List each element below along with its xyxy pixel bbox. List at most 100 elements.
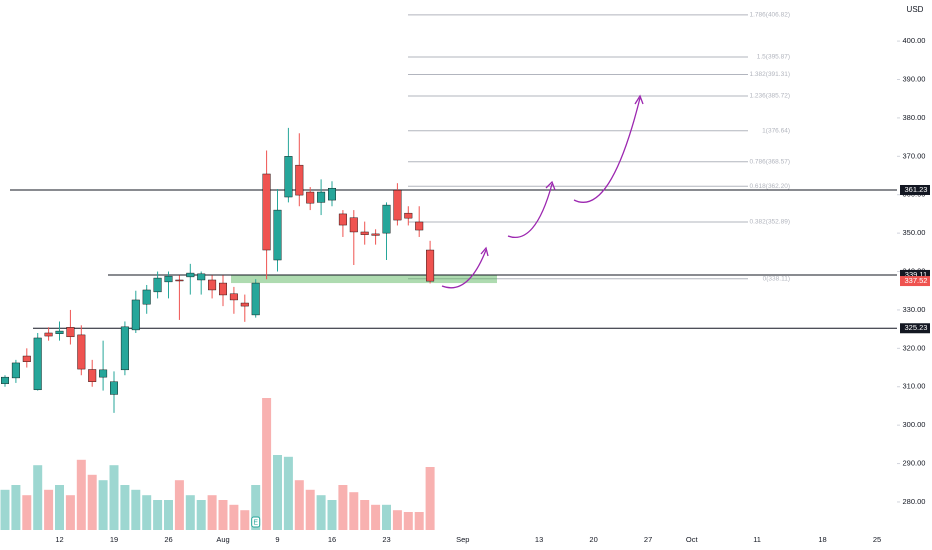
x-tick-label: Sep bbox=[456, 535, 469, 544]
candle-body bbox=[175, 279, 184, 282]
arrow-head bbox=[545, 180, 556, 191]
volume-bar bbox=[22, 495, 32, 530]
volume-bar bbox=[207, 495, 217, 530]
candle-body bbox=[131, 299, 140, 331]
candle-body bbox=[349, 217, 358, 233]
candle-body bbox=[1, 376, 9, 384]
price-box bbox=[900, 184, 930, 195]
volume-bar bbox=[283, 456, 293, 530]
earnings-badge bbox=[251, 516, 261, 528]
price-box-label: 361.23 bbox=[905, 185, 928, 194]
volume-bar bbox=[392, 510, 402, 530]
candle-body bbox=[99, 369, 108, 378]
candle-body bbox=[360, 231, 369, 235]
y-tick-label: 310.00 bbox=[903, 382, 926, 391]
candle-body bbox=[109, 381, 118, 395]
arrow-head bbox=[634, 94, 644, 105]
currency-label: USD bbox=[907, 5, 924, 14]
price-box bbox=[900, 269, 930, 280]
candle-body bbox=[306, 191, 315, 204]
x-tick-label: 19 bbox=[110, 535, 118, 544]
candle-body bbox=[371, 233, 380, 236]
candle-body bbox=[88, 369, 97, 382]
volume-bar bbox=[316, 495, 326, 530]
volume-bar bbox=[305, 489, 315, 530]
price-box-label: 339.11 bbox=[905, 270, 927, 279]
volume-bar bbox=[240, 510, 250, 530]
candle-body bbox=[415, 221, 424, 231]
candle-body bbox=[404, 212, 413, 219]
plot-layer: 1.786(406.82) 1.5(395.87) 1.382(391.31) 1.2… bbox=[0, 12, 897, 530]
candle-body bbox=[55, 330, 64, 334]
volume-bar bbox=[44, 489, 54, 530]
fib-label: 0.382(352.89) bbox=[750, 219, 790, 226]
price-box bbox=[900, 276, 930, 287]
candle-body bbox=[382, 204, 391, 234]
y-tick-label: 290.00 bbox=[903, 459, 926, 468]
volume-bar bbox=[338, 485, 348, 530]
y-tick-label: 330.00 bbox=[903, 305, 926, 314]
y-tick-label: 380.00 bbox=[903, 113, 926, 122]
candle-body bbox=[44, 332, 53, 337]
arrow-head bbox=[480, 246, 489, 257]
fib-label: 1.382(391.31) bbox=[750, 71, 790, 78]
candle-body bbox=[186, 272, 195, 278]
volume-bar bbox=[262, 398, 272, 530]
candle-body bbox=[153, 277, 162, 293]
volume-bar bbox=[251, 485, 261, 530]
volume-bar bbox=[109, 465, 119, 530]
candle-body bbox=[164, 275, 173, 283]
y-tick-label: 320.00 bbox=[903, 343, 926, 352]
volume-bar bbox=[382, 504, 391, 530]
candle-body bbox=[218, 282, 227, 296]
volume-bar bbox=[403, 512, 413, 530]
candle-body bbox=[77, 334, 86, 370]
candle-body bbox=[338, 213, 347, 226]
volume-bar bbox=[142, 495, 152, 530]
volume-bar bbox=[360, 500, 370, 530]
candle-body bbox=[142, 289, 151, 305]
volume-bar bbox=[349, 492, 359, 530]
price-box-label: 325.23 bbox=[905, 323, 928, 332]
candle-body bbox=[317, 191, 326, 203]
volume-bar bbox=[414, 512, 424, 530]
earnings-marker: E bbox=[253, 519, 258, 526]
y-tick-label: 280.00 bbox=[903, 497, 926, 506]
volume-bar bbox=[98, 480, 108, 530]
x-tick-label: 18 bbox=[818, 535, 826, 544]
fib-label: 1.5(395.87) bbox=[757, 54, 790, 61]
y-tick-label: 390.00 bbox=[903, 74, 926, 83]
volume-bar bbox=[76, 459, 86, 530]
x-tick-label: 16 bbox=[328, 535, 336, 544]
candle-body bbox=[262, 173, 271, 251]
y-tick-label: 400.00 bbox=[903, 36, 926, 45]
x-tick-label: 26 bbox=[164, 535, 172, 544]
candle-body bbox=[66, 327, 75, 338]
x-tick-label: 27 bbox=[644, 535, 652, 544]
volume-bar bbox=[174, 480, 184, 530]
arrow bbox=[441, 249, 487, 289]
fib-label: 1.236(385.72) bbox=[750, 93, 790, 100]
volume-bar bbox=[87, 474, 97, 530]
candle-body bbox=[11, 362, 20, 379]
volume-bar bbox=[371, 504, 381, 530]
x-tick-label: 13 bbox=[535, 535, 543, 544]
volume-bar bbox=[164, 500, 173, 530]
price-box bbox=[900, 323, 930, 334]
volume-bar bbox=[33, 465, 43, 530]
volume-bar bbox=[65, 495, 75, 530]
candle-body bbox=[393, 189, 402, 221]
volume-bar bbox=[11, 485, 21, 530]
candle-body bbox=[251, 282, 260, 316]
arrow bbox=[573, 97, 641, 203]
fib-label: 0.786(368.57) bbox=[750, 159, 790, 166]
volume-bar bbox=[229, 504, 239, 530]
fib-label: 0(338.11) bbox=[763, 276, 790, 283]
fib-label: 1(376.64) bbox=[762, 128, 790, 135]
y-tick-label: 370.00 bbox=[903, 151, 926, 160]
arrow bbox=[507, 183, 553, 238]
candle-body bbox=[33, 337, 42, 391]
volume-bar bbox=[294, 480, 304, 530]
